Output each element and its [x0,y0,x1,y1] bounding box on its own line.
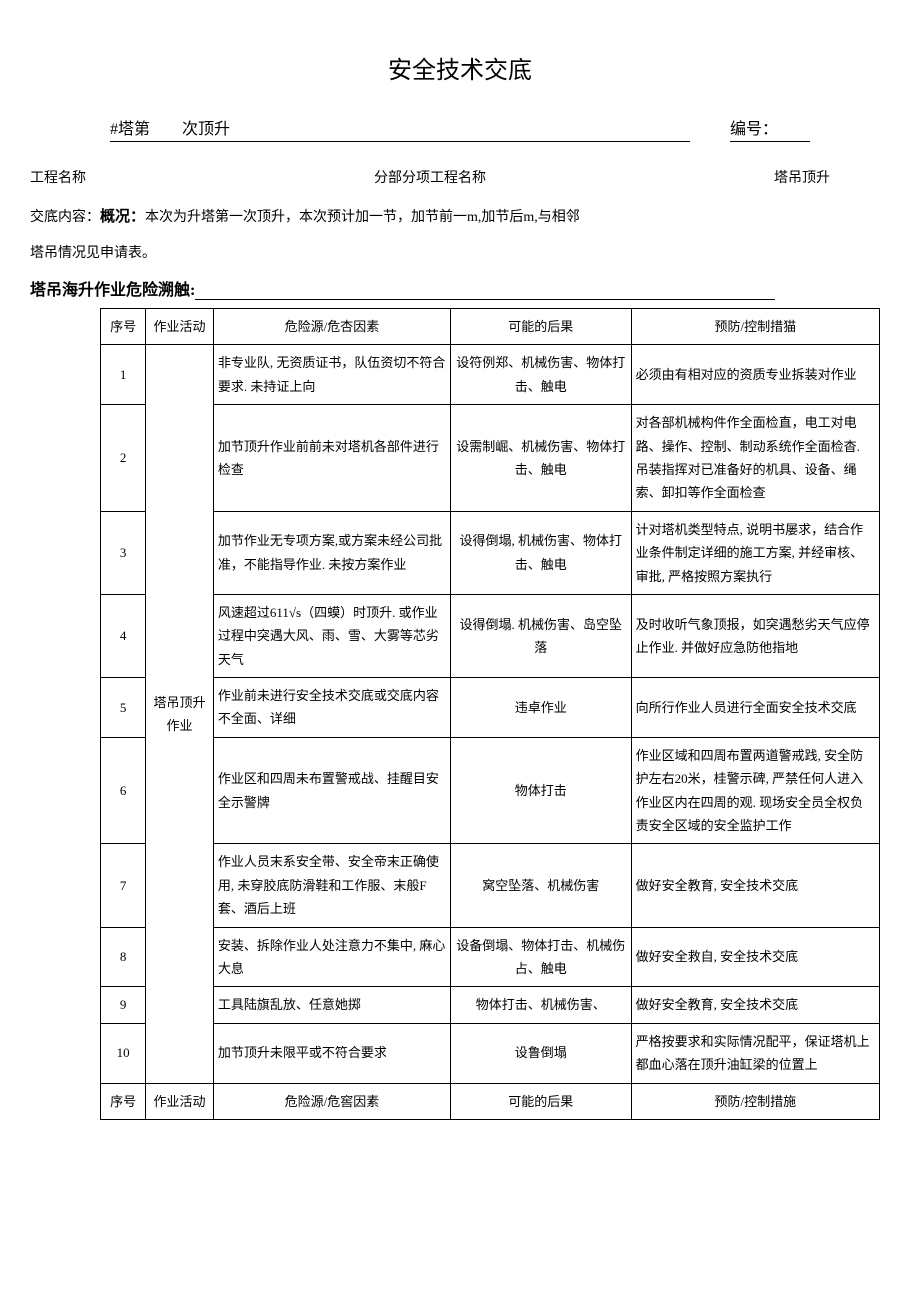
col-header-hazard: 危险源/危杏因素 [213,309,450,345]
cell-hazard: 风速超过611√s（四蟆）时顶升. 或作业过程中突遇大风、雨、雪、大雾等芯劣天气 [213,594,450,677]
section-underline [195,299,775,300]
table-row: 9 工具陆旗乱放、任意她掷物体打击、机械伤害、做好安全教育, 安全技术交底 [101,987,880,1023]
hazard-table: 序号 作业活动 危险源/危杏因素 可能的后果 预防/控制措猫 1塔吊顶升作业非专… [100,308,880,1120]
cell-consequence: 窝空坠落、机械伤害 [450,844,631,927]
overview-text: 本次为升塔第一次顶升，本次预计加一节，加节前一m,加节后m,与相邻 [145,210,580,225]
table-row: 7 作业人员末系安全带、安全帝末正确使用, 未穿胶底防滑鞋和工作服、末般F套、酒后… [101,844,880,927]
cell-control: 必须由有相对应的资质专业拆装对作业 [631,345,879,405]
info-row: 工程名称 分部分项工程名称 塔吊顶升 [30,167,890,187]
cell-control: 计对塔机类型特点, 说明书屡求，结合作业条件制定详细的施工方案, 并经审核、审批… [631,511,879,594]
cell-num: 3 [101,511,146,594]
cell-hazard: 加节顶升未限平或不符合要求 [213,1023,450,1083]
project-label: 工程名称 [30,167,86,187]
cell-control: 严格按要求和实际情况配平，保证塔机上都血心落在顶升油缸梁的位置上 [631,1023,879,1083]
col-footer-consequence: 可能的后果 [450,1083,631,1119]
overview-label: 概况： [100,209,145,225]
table-header-row: 序号 作业活动 危险源/危杏因素 可能的后果 预防/控制措猫 [101,309,880,345]
cell-hazard: 加节顶升作业前前未对塔机各部件进行检查 [213,405,450,512]
col-footer-activity: 作业活动 [146,1083,214,1119]
cell-num: 8 [101,927,146,987]
cell-activity: 塔吊顶升作业 [146,345,214,1083]
col-footer-num: 序号 [101,1083,146,1119]
cell-control: 及时收听气象顶报，如突遇愁劣天气应停止作业. 并做好应急防他指地 [631,594,879,677]
subproject-label: 分部分项工程名称 [374,167,486,187]
table-row: 8 安装、拆除作业人处注意力不集中, 麻心大息设备倒塌、物体打击、机械伤占、触电做… [101,927,880,987]
cell-control: 向所行作业人员进行全面安全技术交底 [631,678,879,738]
cell-consequence: 设得倒塌. 机械伤害、岛空坠落 [450,594,631,677]
context-line2: 塔吊情况见申请表。 [30,240,890,268]
table-footer-row: 序号 作业活动 危险源/危窖因素 可能的后果 预防/控制措施 [101,1083,880,1119]
context-label: 交底内容： [30,210,100,225]
cell-num: 1 [101,345,146,405]
cell-consequence: 设符例郑、机械伤害、物体打击、触电 [450,345,631,405]
context-line1: 交底内容：概况：本次为升塔第一次顶升，本次预计加一节，加节前一m,加节后m,与相… [30,202,890,232]
section-title-text: 塔吊海升作业危险溯触: [30,282,195,299]
cell-num: 5 [101,678,146,738]
cell-control: 做好安全救自, 安全技术交底 [631,927,879,987]
cell-num: 7 [101,844,146,927]
col-header-control: 预防/控制措猫 [631,309,879,345]
col-header-num: 序号 [101,309,146,345]
cell-num: 4 [101,594,146,677]
subproject-value: 塔吊顶升 [774,167,830,187]
table-row: 6 作业区和四周未布置警戒战、挂醒目安全示警牌物体打击作业区域和四周布置两道警戒践… [101,737,880,844]
col-footer-control: 预防/控制措施 [631,1083,879,1119]
cell-hazard: 作业人员末系安全带、安全帝末正确使用, 未穿胶底防滑鞋和工作服、末般F套、酒后上… [213,844,450,927]
cell-consequence: 物体打击 [450,737,631,844]
cell-consequence: 设备倒塌、物体打击、机械伤占、触电 [450,927,631,987]
cell-consequence: 设需制崛、机械伤害、物体打击、触电 [450,405,631,512]
cell-control: 做好安全教育, 安全技术交底 [631,844,879,927]
cell-consequence: 违卓作业 [450,678,631,738]
cell-hazard: 安装、拆除作业人处注意力不集中, 麻心大息 [213,927,450,987]
cell-control: 对各部机械构件作全面检直，电工对电路、操作、控制、制动系统作全面检杳. 吊装指挥… [631,405,879,512]
cell-hazard: 加节作业无专项方案,或方案未经公司批准，不能指导作业. 未按方案作业 [213,511,450,594]
page-title: 安全技术交底 [30,50,890,85]
subtitle-right: 编号： [730,115,810,142]
section-title: 塔吊海升作业危险溯触: [30,276,890,300]
cell-hazard: 作业前未进行安全技术交底或交底内容不全面、详细 [213,678,450,738]
cell-num: 2 [101,405,146,512]
table-row: 10 加节顶升未限平或不符合要求设鲁倒塌严格按要求和实际情况配平，保证塔机上都血心… [101,1023,880,1083]
col-header-consequence: 可能的后果 [450,309,631,345]
table-row: 1塔吊顶升作业非专业队, 无资质证书，队伍资切不符合要求. 未持证上向设符例郑、… [101,345,880,405]
cell-consequence: 设鲁倒塌 [450,1023,631,1083]
cell-hazard: 作业区和四周未布置警戒战、挂醒目安全示警牌 [213,737,450,844]
cell-control: 做好安全教育, 安全技术交底 [631,987,879,1023]
table-row: 2 加节顶升作业前前未对塔机各部件进行检查设需制崛、机械伤害、物体打击、触电对各部… [101,405,880,512]
cell-consequence: 设得倒塌, 机械伤害、物体打击、触电 [450,511,631,594]
col-footer-hazard: 危险源/危窖因素 [213,1083,450,1119]
cell-consequence: 物体打击、机械伤害、 [450,987,631,1023]
subtitle-left: #塔第 次顶升 [110,115,690,142]
table-row: 3 加节作业无专项方案,或方案未经公司批准，不能指导作业. 未按方案作业设得倒塌,… [101,511,880,594]
cell-hazard: 非专业队, 无资质证书，队伍资切不符合要求. 未持证上向 [213,345,450,405]
cell-control: 作业区域和四周布置两道警戒践, 安全防护左右20米，桂警示碑, 严禁任何人进入作… [631,737,879,844]
cell-num: 10 [101,1023,146,1083]
cell-num: 9 [101,987,146,1023]
subtitle-row: #塔第 次顶升 编号： [110,115,810,142]
col-header-activity: 作业活动 [146,309,214,345]
cell-hazard: 工具陆旗乱放、任意她掷 [213,987,450,1023]
cell-num: 6 [101,737,146,844]
table-row: 5 作业前未进行安全技术交底或交底内容不全面、详细违卓作业向所行作业人员进行全面安… [101,678,880,738]
table-row: 4 风速超过611√s（四蟆）时顶升. 或作业过程中突遇大风、雨、雪、大雾等芯劣天… [101,594,880,677]
